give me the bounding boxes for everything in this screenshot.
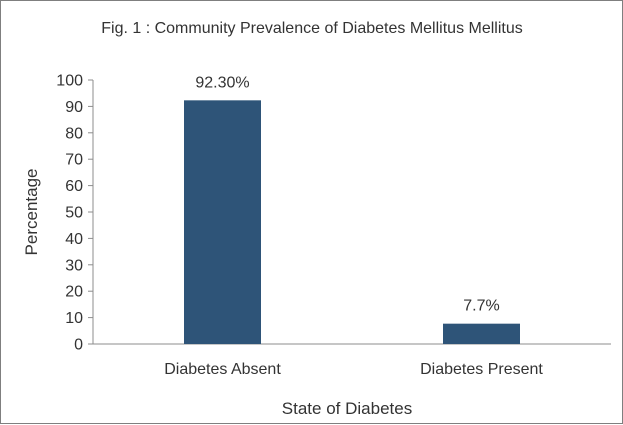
bar-diabetes-present <box>443 323 520 344</box>
bar-diabetes-absent <box>184 100 261 344</box>
data-labels: 92.30% 7.7% <box>195 74 499 314</box>
x-axis-title: State of Diabetes <box>282 399 412 418</box>
chart-title: Fig. 1 : Community Prevalence of Diabete… <box>101 20 523 37</box>
y-axis-ticks: 0 10 20 30 40 50 60 70 80 90 100 <box>56 73 93 354</box>
y-tick-label: 50 <box>65 205 83 222</box>
y-tick-label: 20 <box>65 284 83 301</box>
y-axis-title: Percentage <box>22 169 41 256</box>
y-tick-label: 0 <box>74 337 83 354</box>
y-tick-label: 80 <box>65 125 83 142</box>
y-tick-label: 60 <box>65 178 83 195</box>
y-tick-label: 70 <box>65 152 83 169</box>
data-label: 92.30% <box>195 74 249 91</box>
x-tick-label: Diabetes Present <box>420 361 543 378</box>
y-tick-label: 40 <box>65 231 83 248</box>
x-axis-ticks: Diabetes Absent Diabetes Present <box>164 361 543 378</box>
bars <box>184 100 520 344</box>
x-tick-label: Diabetes Absent <box>164 361 281 378</box>
data-label: 7.7% <box>463 298 499 315</box>
y-tick-label: 10 <box>65 310 83 327</box>
y-tick-label: 90 <box>65 99 83 116</box>
y-tick-label: 30 <box>65 257 83 274</box>
y-tick-label: 100 <box>56 73 83 90</box>
